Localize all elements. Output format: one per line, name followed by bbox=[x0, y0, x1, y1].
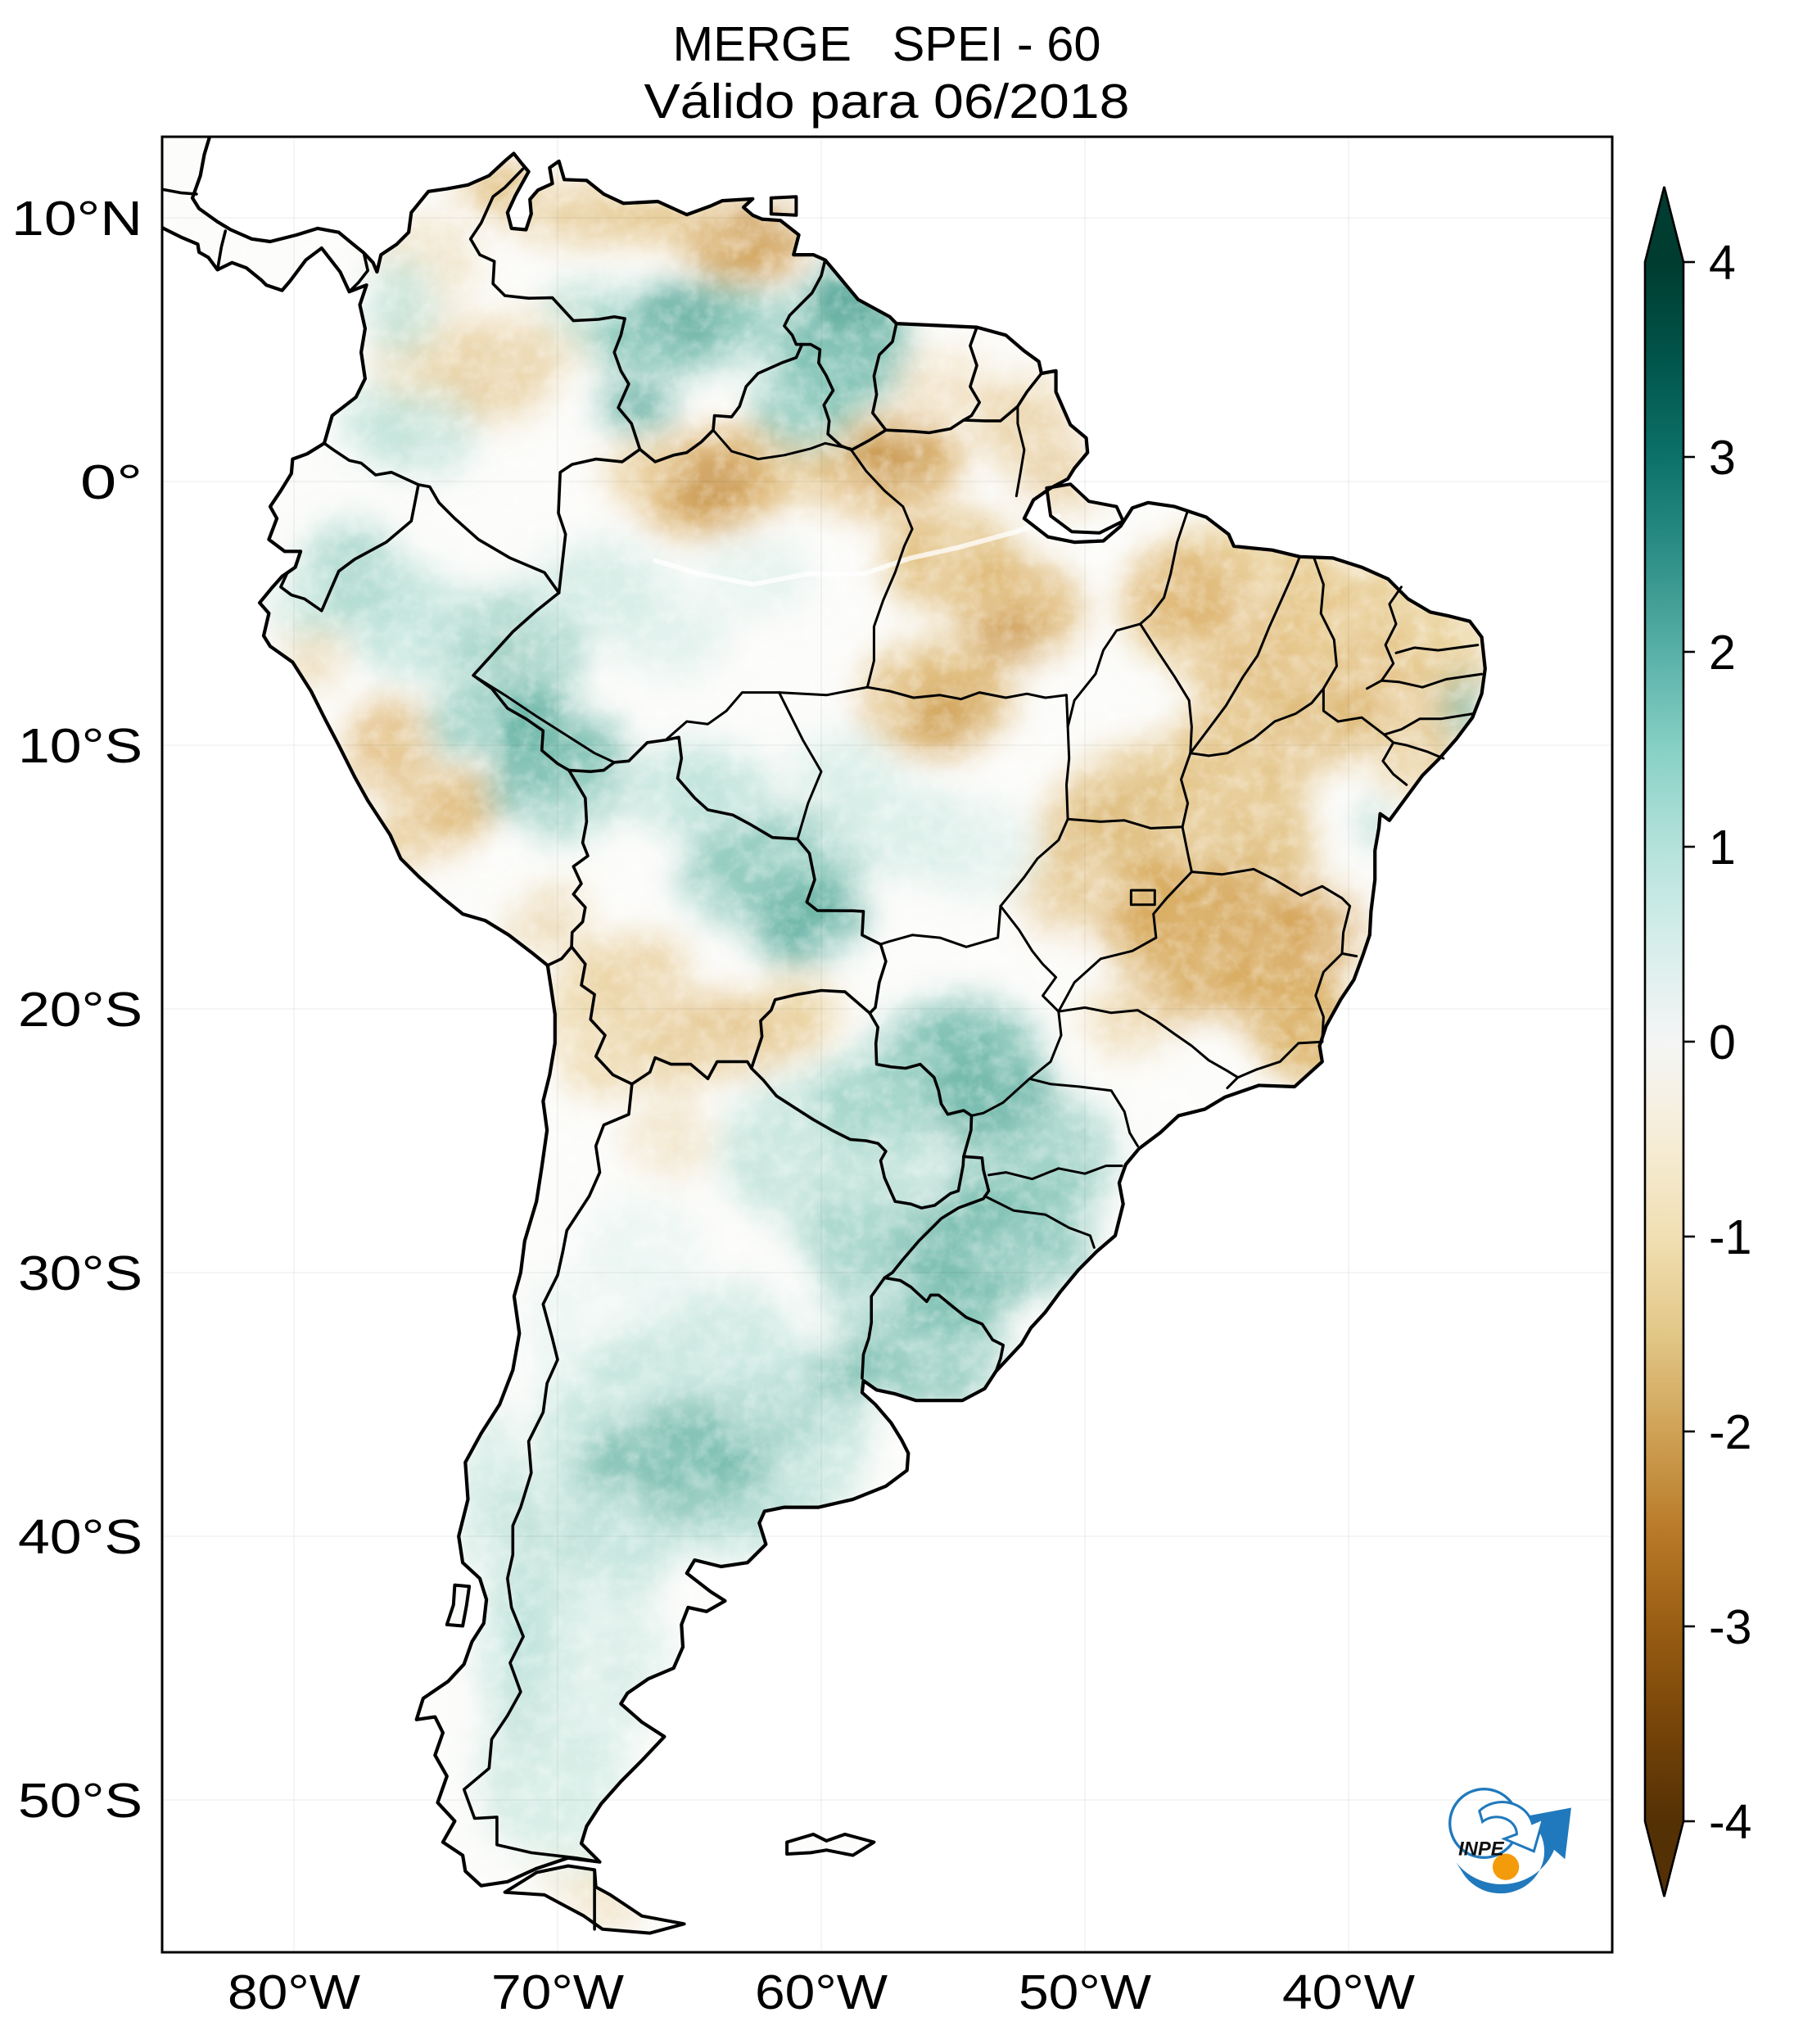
svg-text:50°S: 50°S bbox=[18, 1774, 142, 1828]
svg-text:70°W: 70°W bbox=[491, 1965, 624, 2019]
svg-text:3: 3 bbox=[1709, 431, 1736, 485]
svg-text:20°S: 20°S bbox=[18, 983, 142, 1037]
svg-text:-3: -3 bbox=[1709, 1600, 1751, 1654]
svg-text:0°: 0° bbox=[80, 455, 142, 509]
svg-text:80°W: 80°W bbox=[228, 1965, 360, 2019]
svg-text:Válido para 06/2018: Válido para 06/2018 bbox=[644, 75, 1130, 129]
svg-text:MERGE SPEI - 60: MERGE SPEI - 60 bbox=[673, 17, 1101, 71]
svg-text:50°W: 50°W bbox=[1019, 1965, 1151, 2019]
svg-text:2: 2 bbox=[1709, 626, 1736, 680]
svg-text:INPE: INPE bbox=[1458, 1838, 1505, 1860]
svg-text:40°S: 40°S bbox=[18, 1510, 142, 1564]
svg-text:60°W: 60°W bbox=[755, 1965, 888, 2019]
svg-text:-4: -4 bbox=[1709, 1795, 1751, 1849]
svg-text:10°S: 10°S bbox=[18, 719, 142, 773]
svg-text:-1: -1 bbox=[1709, 1210, 1751, 1264]
svg-text:0: 0 bbox=[1709, 1015, 1736, 1069]
svg-text:30°S: 30°S bbox=[18, 1246, 142, 1300]
svg-text:1: 1 bbox=[1709, 821, 1736, 875]
svg-text:10°N: 10°N bbox=[11, 192, 142, 246]
svg-text:4: 4 bbox=[1709, 236, 1736, 290]
svg-text:-2: -2 bbox=[1709, 1405, 1751, 1459]
svg-text:40°W: 40°W bbox=[1282, 1965, 1415, 2019]
